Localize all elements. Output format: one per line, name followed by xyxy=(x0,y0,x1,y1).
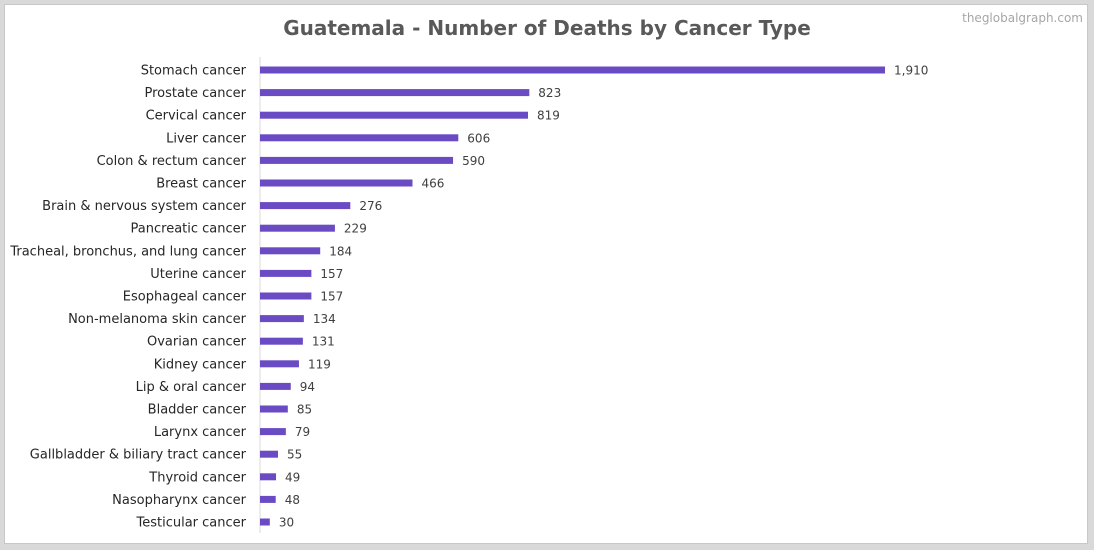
category-label: Liver cancer xyxy=(166,131,247,146)
bar[interactable] xyxy=(260,518,270,526)
category-label: Lip & oral cancer xyxy=(136,380,247,395)
data-label: 131 xyxy=(312,335,335,349)
category-label: Nasopharynx cancer xyxy=(112,493,246,508)
data-label: 1,910 xyxy=(894,64,928,78)
bar[interactable] xyxy=(260,473,277,481)
data-label: 466 xyxy=(421,177,444,191)
bar[interactable] xyxy=(260,202,351,210)
bar[interactable] xyxy=(260,337,303,345)
bars-group: Stomach cancer 1,910 Prostate cancer 823 Cer… xyxy=(9,64,928,531)
category-label: Cervical cancer xyxy=(146,109,247,124)
category-label: Kidney cancer xyxy=(154,357,247,372)
bar-chart: Guatemala - Number of Deaths by Cancer T… xyxy=(9,11,1083,533)
data-label: 819 xyxy=(537,109,560,123)
category-label: Bladder cancer xyxy=(148,403,247,418)
data-label: 134 xyxy=(313,312,336,326)
category-label: Esophageal cancer xyxy=(123,290,247,305)
bar[interactable] xyxy=(260,382,291,390)
bar[interactable] xyxy=(260,269,312,277)
category-label: Thyroid cancer xyxy=(148,470,246,485)
bar[interactable] xyxy=(260,156,454,164)
data-label: 184 xyxy=(329,244,352,258)
bar[interactable] xyxy=(260,495,276,503)
data-label: 157 xyxy=(320,267,343,281)
bar[interactable] xyxy=(260,66,885,74)
category-label: Gallbladder & biliary tract cancer xyxy=(30,448,247,463)
data-label: 823 xyxy=(538,86,561,100)
bar[interactable] xyxy=(260,179,413,187)
data-label: 55 xyxy=(287,448,302,462)
category-label: Larynx cancer xyxy=(154,425,247,440)
data-label: 229 xyxy=(344,222,367,236)
data-label: 79 xyxy=(295,425,310,439)
category-label: Ovarian cancer xyxy=(147,335,247,350)
bar[interactable] xyxy=(260,247,321,255)
category-label: Brain & nervous system cancer xyxy=(42,199,246,214)
data-label: 94 xyxy=(300,380,315,394)
category-label: Pancreatic cancer xyxy=(131,222,247,237)
bar[interactable] xyxy=(260,428,286,436)
data-label: 119 xyxy=(308,357,331,371)
category-label: Tracheal, bronchus, and lung cancer xyxy=(9,244,246,259)
data-label: 48 xyxy=(285,493,300,507)
category-label: Colon & rectum cancer xyxy=(97,154,247,169)
data-label: 157 xyxy=(320,290,343,304)
data-label: 276 xyxy=(359,199,382,213)
bar[interactable] xyxy=(260,450,278,458)
bar[interactable] xyxy=(260,315,304,323)
bar[interactable] xyxy=(260,292,312,300)
category-label: Testicular cancer xyxy=(136,516,247,531)
data-label: 30 xyxy=(279,516,294,530)
category-label: Breast cancer xyxy=(156,177,246,192)
bar[interactable] xyxy=(260,111,528,119)
bar[interactable] xyxy=(260,405,288,413)
category-label: Uterine cancer xyxy=(150,267,246,282)
data-label: 49 xyxy=(285,470,300,484)
bar[interactable] xyxy=(260,89,530,97)
data-label: 606 xyxy=(467,131,490,145)
bar[interactable] xyxy=(260,134,459,142)
data-label: 590 xyxy=(462,154,485,168)
data-label: 85 xyxy=(297,403,312,417)
chart-title: Guatemala - Number of Deaths by Cancer T… xyxy=(283,16,811,40)
category-label: Stomach cancer xyxy=(141,64,247,79)
category-label: Non-melanoma skin cancer xyxy=(68,312,247,327)
chart-frame: Guatemala - Number of Deaths by Cancer T… xyxy=(4,4,1088,544)
category-label: Prostate cancer xyxy=(144,86,246,101)
bar[interactable] xyxy=(260,360,299,368)
bar[interactable] xyxy=(260,224,335,232)
watermark: theglobalgraph.com xyxy=(962,11,1083,25)
